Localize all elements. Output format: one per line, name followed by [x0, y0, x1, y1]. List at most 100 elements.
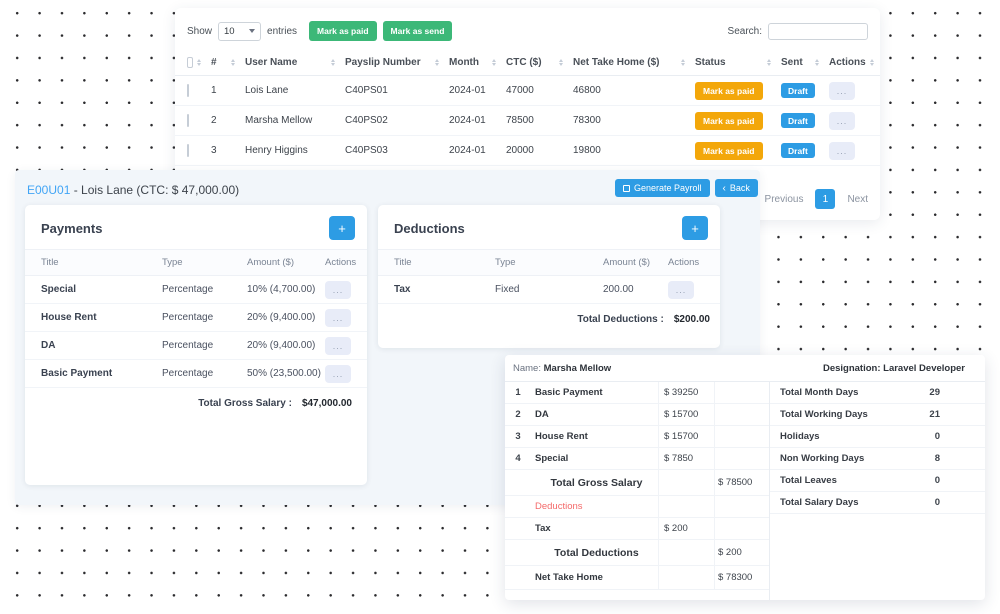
column-header-num[interactable]: #: [211, 57, 245, 68]
table-header-row: # User Name Payslip Number Month CTC ($)…: [175, 50, 880, 76]
payslip-item-row: 4 Special $ 7850: [505, 448, 769, 470]
payslip-item-row: 1 Basic Payment $ 39250: [505, 382, 769, 404]
column-header-user-name[interactable]: User Name: [245, 57, 345, 68]
column-header-ctc[interactable]: CTC ($): [506, 57, 573, 68]
sort-icon: [231, 59, 235, 66]
table-row: 3 Henry Higgins C40PS03 2024-01 20000 19…: [175, 136, 880, 166]
payments-card: Payments + Title Type Amount ($) Actions…: [25, 205, 367, 485]
deductions-card: Deductions + Title Type Amount ($) Actio…: [378, 205, 720, 348]
designation-label: Designation:: [822, 362, 881, 374]
status-mark-as-paid-button[interactable]: Mark as paid: [695, 111, 763, 130]
mark-as-send-button[interactable]: Mark as send: [382, 21, 453, 41]
ctc-cell: 20000: [506, 145, 534, 156]
day-row: Holidays 0: [770, 426, 985, 448]
save-icon: [623, 184, 630, 192]
payslip-number-cell: C40PS03: [345, 145, 388, 156]
status-mark-as-paid-button[interactable]: Mark as paid: [695, 141, 763, 160]
sort-icon: [435, 59, 439, 66]
month-cell: 2024-01: [449, 145, 486, 156]
payment-row: Basic Payment Percentage 50% (23,500.00)…: [25, 360, 367, 388]
payment-actions-button[interactable]: ...: [325, 308, 351, 327]
entries-select-value: 10: [224, 25, 235, 37]
page-title-text: - Lois Lane (CTC: $ 47,000.00): [73, 183, 240, 197]
row-actions-button[interactable]: ...: [829, 81, 855, 100]
net-take-home-row: Net Take Home $ 78300: [505, 566, 769, 590]
deductions-total-row: Total Deductions : $200.00: [577, 314, 710, 325]
search-control: Search:: [727, 22, 868, 40]
column-header-status[interactable]: Status: [695, 57, 781, 68]
back-button[interactable]: ‹ Back: [714, 179, 758, 197]
payment-actions-button[interactable]: ...: [325, 364, 351, 383]
row-index: 2: [211, 115, 217, 126]
user-name-cell: Lois Lane: [245, 85, 289, 96]
tax-row: Tax $ 200: [505, 518, 769, 540]
generate-payroll-button[interactable]: Generate Payroll: [615, 179, 710, 197]
payment-actions-button[interactable]: ...: [325, 336, 351, 355]
pagination-page-1[interactable]: 1: [815, 189, 836, 209]
sort-icon: [492, 59, 496, 66]
day-row: Total Month Days 29: [770, 382, 985, 404]
day-row: Total Working Days 21: [770, 404, 985, 426]
row-checkbox[interactable]: [187, 114, 189, 127]
total-deductions-row: Total Deductions $ 200: [505, 540, 769, 566]
deductions-section-row: Deductions: [505, 496, 769, 518]
entries-select[interactable]: 10: [218, 21, 262, 41]
detail-action-buttons: Generate Payroll ‹ Back: [615, 179, 758, 197]
row-checkbox[interactable]: [187, 84, 189, 97]
select-all-checkbox[interactable]: [187, 57, 193, 68]
payments-card-title: Payments: [41, 220, 103, 236]
sort-icon: [767, 59, 771, 66]
add-payment-button[interactable]: +: [329, 216, 355, 240]
column-header-sent[interactable]: Sent: [781, 57, 829, 68]
select-all-header[interactable]: [187, 57, 211, 68]
add-deduction-button[interactable]: +: [682, 216, 708, 240]
sent-status-badge: Draft: [781, 113, 815, 128]
deduction-actions-button[interactable]: ...: [668, 280, 694, 299]
user-name-cell: Marsha Mellow: [245, 115, 313, 126]
chevron-down-icon: [249, 29, 256, 33]
table-row: 2 Marsha Mellow C40PS02 2024-01 78500 78…: [175, 106, 880, 136]
employee-code-link[interactable]: E00U01: [27, 183, 71, 197]
column-header-net-take-home[interactable]: Net Take Home ($): [573, 57, 695, 68]
payslip-item-row: 3 House Rent $ 15700: [505, 426, 769, 448]
payment-row: House Rent Percentage 20% (9,400.00) ...: [25, 304, 367, 332]
status-mark-as-paid-button[interactable]: Mark as paid: [695, 81, 763, 100]
payment-actions-button[interactable]: ...: [325, 280, 351, 299]
entries-label: entries: [267, 25, 298, 37]
column-header-month[interactable]: Month: [449, 57, 506, 68]
row-index: 1: [211, 85, 217, 96]
search-input[interactable]: [768, 22, 868, 40]
gross-salary-total-row: Total Gross Salary : $47,000.00: [198, 398, 352, 409]
show-label: Show: [187, 25, 213, 37]
pagination-next[interactable]: Next: [847, 193, 868, 205]
column-header-actions[interactable]: Actions: [829, 57, 874, 68]
search-label: Search:: [727, 25, 762, 37]
net-take-home-cell: 78300: [573, 115, 601, 126]
deductions-section-label: Deductions: [535, 501, 583, 512]
name-label: Name:: [513, 362, 541, 374]
table-row: 1 Lois Lane C40PS01 2024-01 47000 46800 …: [175, 76, 880, 106]
sort-icon: [331, 59, 335, 66]
sent-status-badge: Draft: [781, 143, 815, 158]
column-header-payslip-number[interactable]: Payslip Number: [345, 57, 449, 68]
sort-icon: [869, 59, 874, 66]
payslip-amounts-table: 1 Basic Payment $ 39250 2 DA $ 15700 3 H…: [505, 382, 770, 600]
payslip-number-cell: C40PS01: [345, 85, 388, 96]
row-actions-button[interactable]: ...: [829, 111, 855, 130]
row-index: 3: [211, 145, 217, 156]
sent-status-badge: Draft: [781, 83, 815, 98]
payslip-days-table: Total Month Days 29 Total Working Days 2…: [770, 382, 985, 600]
payslip-preview-card: Name: Marsha Mellow Designation: Laravel…: [505, 355, 985, 600]
day-row: Non Working Days 8: [770, 448, 985, 470]
table-controls: Show 10 entries Mark as paid Mark as sen…: [175, 8, 880, 50]
row-checkbox[interactable]: [187, 144, 189, 157]
user-name-cell: Henry Higgins: [245, 145, 308, 156]
mark-as-paid-button[interactable]: Mark as paid: [309, 21, 377, 41]
ctc-cell: 47000: [506, 85, 534, 96]
row-actions-button[interactable]: ...: [829, 141, 855, 160]
page-title: E00U01 - Lois Lane (CTC: $ 47,000.00): [27, 183, 239, 197]
sort-icon: [815, 59, 819, 66]
pagination: Previous 1 Next: [765, 189, 868, 209]
pagination-previous[interactable]: Previous: [764, 193, 804, 205]
